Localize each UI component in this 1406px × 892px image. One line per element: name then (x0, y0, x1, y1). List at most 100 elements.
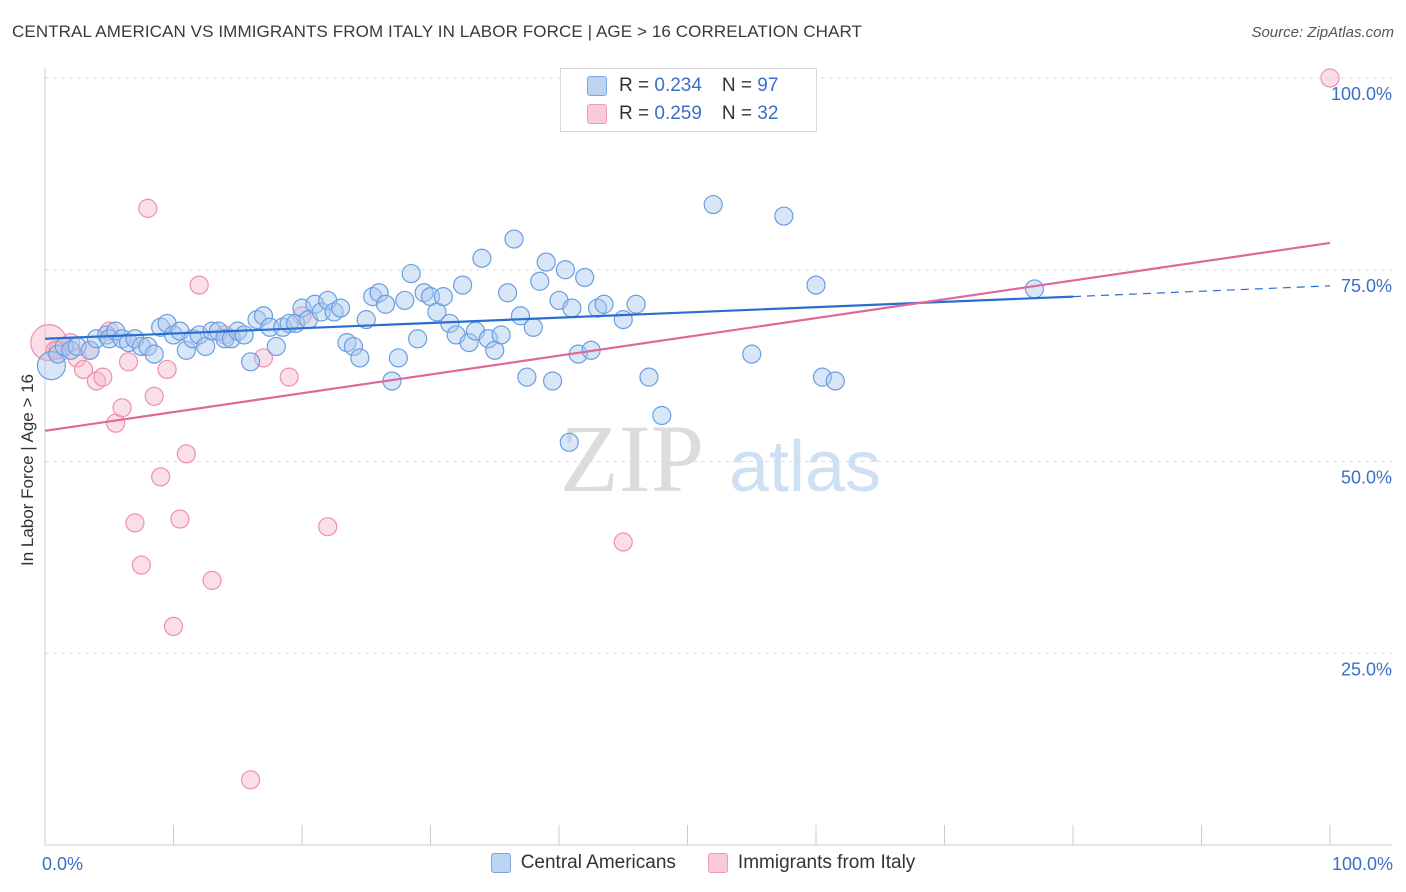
data-point-italy (157, 359, 177, 380)
legend-label: Immigrants from Italy (737, 852, 916, 873)
legend-r-value: 0.259 (654, 103, 702, 124)
data-point-central-american (774, 206, 794, 226)
data-point-central-american (292, 298, 312, 318)
legend-label: Central Americans (520, 852, 676, 873)
data-point-central-american (234, 325, 254, 345)
data-point-central-american (559, 432, 579, 452)
data-point-italy (73, 359, 94, 380)
data-point-central-american (253, 306, 274, 326)
data-point-central-american (703, 194, 723, 215)
legend-inset-row-pink: R = 0.259 N = 32 (587, 103, 778, 125)
data-point-central-american (408, 329, 428, 349)
watermark: ZIP atlas (560, 405, 881, 512)
legend-swatch-pink (707, 853, 728, 873)
data-point-central-american (138, 336, 158, 357)
y-axis-label: In Labor Force | Age > 16 (18, 373, 37, 566)
data-point-central-american (356, 310, 376, 330)
watermark-atlas: atlas (729, 427, 881, 507)
legend-r-label: R = (619, 75, 655, 96)
data-point-italy (125, 513, 145, 533)
data-point-central-american (542, 371, 563, 391)
data-point-central-american (388, 348, 408, 368)
legend-inset-row-blue: R = 0.234 N = 97 (587, 75, 778, 97)
data-point-central-american (530, 271, 550, 291)
data-point-central-american (504, 229, 524, 249)
data-point-central-american (343, 336, 363, 357)
legend-inset: R = 0.234 N = 97 R = 0.259 N = 32 (560, 68, 817, 132)
legend-item-central-americans: Central Americans (490, 852, 676, 874)
data-point-central-american (266, 336, 286, 357)
data-point-italy (241, 770, 261, 790)
watermark-zip: ZIP (560, 405, 704, 512)
y-tick-label: 75.0% (1341, 276, 1392, 296)
data-point-central-american (369, 283, 389, 303)
data-point-central-american (536, 252, 556, 272)
legend-n-label: N = (721, 75, 758, 96)
data-point-italy (189, 275, 209, 295)
data-point-central-american (498, 283, 518, 303)
data-point-central-american (626, 294, 646, 314)
data-point-central-american (375, 294, 396, 314)
data-point-central-american (613, 310, 633, 330)
data-point-central-american (491, 325, 511, 345)
data-point-italy (163, 616, 184, 637)
data-point-italy (170, 509, 190, 529)
legend-n-label: N = (721, 103, 758, 124)
data-point-central-american (639, 367, 659, 387)
data-point-central-american (478, 329, 498, 349)
y-tick-label: 25.0% (1341, 659, 1392, 679)
data-point-central-american (350, 348, 370, 368)
data-point-central-american (221, 329, 241, 349)
data-point-central-american (395, 290, 415, 311)
chart-title: CENTRAL AMERICAN VS IMMIGRANTS FROM ITAL… (12, 22, 862, 41)
trend-line-extension (1072, 285, 1331, 298)
source-label: Source: ZipAtlas.com (1251, 24, 1394, 41)
grid-lines (45, 77, 1392, 654)
data-point-italy (613, 532, 633, 552)
data-point-central-american (562, 298, 582, 318)
legend-n-value: 32 (757, 103, 779, 124)
data-point-central-american (1024, 279, 1045, 299)
data-point-central-american (305, 294, 325, 314)
tick-labels: 25.0% 50.0% 75.0% 100.0% 0.0% 100.0% (42, 84, 1393, 874)
data-point-central-american (80, 340, 100, 360)
data-point-central-american (806, 275, 826, 295)
data-point-central-american (48, 344, 68, 364)
series-central-american-points (36, 194, 1045, 452)
data-point-central-american (594, 294, 614, 314)
data-point-italy (138, 198, 158, 218)
data-point-italy (1320, 68, 1340, 88)
data-point-italy (112, 398, 132, 418)
trend-lines (44, 241, 1331, 432)
data-point-italy (93, 367, 113, 387)
legend-r-label: R = (619, 103, 655, 124)
data-point-italy (318, 517, 338, 537)
data-point-central-american (523, 317, 543, 337)
data-point-central-american (144, 344, 164, 364)
data-point-italy (144, 386, 164, 406)
data-point-italy (176, 444, 196, 464)
data-point-central-american (517, 367, 537, 387)
data-point-italy (279, 367, 299, 387)
data-point-central-american (176, 340, 196, 360)
data-point-central-american (812, 367, 833, 387)
trend-line-italy (44, 241, 1331, 432)
data-point-central-american (330, 298, 351, 318)
legend-item-italy: Immigrants from Italy (707, 852, 916, 874)
data-point-central-american (555, 260, 576, 280)
data-point-central-american (459, 333, 479, 353)
data-point-central-american (401, 263, 421, 284)
data-point-central-american (575, 267, 595, 288)
axes (44, 68, 1392, 846)
legend-r-value: 0.234 (654, 75, 702, 96)
y-tick-label: 50.0% (1341, 468, 1392, 488)
data-point-italy (118, 352, 139, 372)
legend-swatch-pink (587, 104, 607, 124)
legend-bottom: Central Americans Immigrants from Italy (0, 852, 1406, 874)
data-point-central-american (433, 286, 453, 307)
trend-line-central-american (44, 295, 1074, 340)
data-point-central-american (742, 344, 762, 364)
data-point-italy (253, 348, 274, 368)
legend-swatch-blue (587, 76, 607, 96)
data-point-central-american (652, 405, 672, 426)
